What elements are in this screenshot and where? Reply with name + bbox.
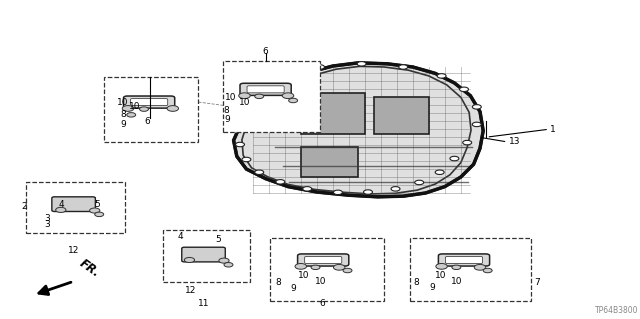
Text: 8: 8 — [276, 278, 282, 287]
FancyBboxPatch shape — [298, 254, 349, 266]
Circle shape — [343, 268, 352, 273]
Text: 10: 10 — [315, 277, 326, 286]
Text: 4: 4 — [177, 232, 183, 241]
FancyBboxPatch shape — [131, 99, 168, 106]
Text: FR.: FR. — [77, 257, 102, 280]
Text: 3: 3 — [44, 220, 50, 229]
Circle shape — [236, 142, 244, 147]
Circle shape — [415, 180, 424, 185]
Circle shape — [399, 65, 408, 69]
Circle shape — [333, 264, 345, 270]
Circle shape — [242, 157, 251, 162]
Text: 3: 3 — [44, 214, 50, 223]
Text: 9: 9 — [290, 284, 296, 293]
Circle shape — [184, 257, 195, 263]
Text: TP64B3800: TP64B3800 — [595, 306, 639, 315]
Circle shape — [483, 268, 492, 273]
FancyBboxPatch shape — [305, 256, 342, 263]
Text: 5: 5 — [95, 200, 100, 209]
Text: 13: 13 — [509, 137, 520, 146]
Circle shape — [333, 190, 342, 195]
Circle shape — [282, 93, 294, 99]
FancyBboxPatch shape — [124, 96, 175, 108]
Circle shape — [95, 212, 104, 217]
Circle shape — [472, 105, 481, 109]
Bar — [26, 182, 125, 233]
Text: 10: 10 — [129, 102, 141, 111]
Bar — [410, 238, 531, 301]
FancyBboxPatch shape — [247, 86, 284, 93]
Bar — [104, 77, 198, 142]
Circle shape — [452, 265, 461, 270]
Text: 6: 6 — [263, 47, 268, 56]
Text: 8: 8 — [223, 106, 229, 115]
Text: 10: 10 — [451, 277, 463, 286]
Circle shape — [364, 190, 372, 194]
Bar — [223, 61, 320, 132]
Circle shape — [245, 111, 254, 115]
Circle shape — [122, 106, 134, 111]
Text: 7: 7 — [534, 278, 540, 287]
Circle shape — [460, 87, 468, 92]
Text: 12: 12 — [185, 286, 196, 295]
Circle shape — [237, 126, 246, 130]
Circle shape — [472, 122, 481, 127]
Text: 9: 9 — [225, 115, 230, 124]
FancyBboxPatch shape — [240, 83, 291, 95]
Circle shape — [436, 263, 447, 269]
Text: 10: 10 — [225, 93, 237, 102]
Circle shape — [90, 208, 100, 213]
Polygon shape — [234, 63, 483, 197]
Circle shape — [140, 107, 148, 111]
Circle shape — [435, 170, 444, 174]
Circle shape — [167, 106, 179, 111]
Text: 6: 6 — [319, 299, 324, 308]
Circle shape — [276, 180, 285, 184]
Text: 8: 8 — [413, 278, 419, 287]
Text: 11: 11 — [198, 299, 209, 308]
FancyBboxPatch shape — [438, 254, 490, 266]
FancyBboxPatch shape — [374, 97, 429, 134]
Circle shape — [303, 187, 312, 191]
FancyBboxPatch shape — [182, 247, 225, 262]
Text: 4: 4 — [58, 200, 64, 209]
Text: 10: 10 — [435, 271, 447, 280]
Circle shape — [255, 170, 264, 174]
Text: 5: 5 — [215, 235, 221, 244]
Circle shape — [357, 62, 366, 66]
Circle shape — [224, 263, 233, 267]
FancyBboxPatch shape — [301, 93, 365, 134]
Text: 6: 6 — [145, 117, 150, 126]
Circle shape — [239, 93, 250, 99]
Circle shape — [391, 187, 400, 191]
Text: 1: 1 — [550, 125, 556, 134]
Text: 9: 9 — [120, 120, 126, 129]
Text: 8: 8 — [120, 110, 126, 119]
Text: 10: 10 — [239, 98, 251, 107]
Circle shape — [289, 98, 298, 103]
FancyBboxPatch shape — [445, 256, 483, 263]
Text: 12: 12 — [68, 246, 79, 255]
FancyBboxPatch shape — [301, 147, 358, 177]
Text: 10: 10 — [116, 98, 128, 107]
Bar — [270, 238, 384, 301]
Circle shape — [450, 156, 459, 161]
Text: 9: 9 — [429, 283, 435, 292]
Text: 2: 2 — [21, 202, 27, 211]
Circle shape — [219, 258, 229, 263]
Circle shape — [316, 65, 324, 69]
Circle shape — [295, 263, 307, 269]
Bar — [163, 230, 250, 282]
FancyBboxPatch shape — [52, 197, 95, 211]
Circle shape — [271, 78, 280, 82]
Circle shape — [127, 113, 136, 117]
Circle shape — [255, 94, 264, 99]
Circle shape — [463, 140, 472, 145]
Circle shape — [311, 265, 320, 270]
Circle shape — [474, 264, 486, 270]
Text: 10: 10 — [298, 271, 310, 280]
Circle shape — [437, 74, 446, 78]
Circle shape — [56, 207, 66, 212]
